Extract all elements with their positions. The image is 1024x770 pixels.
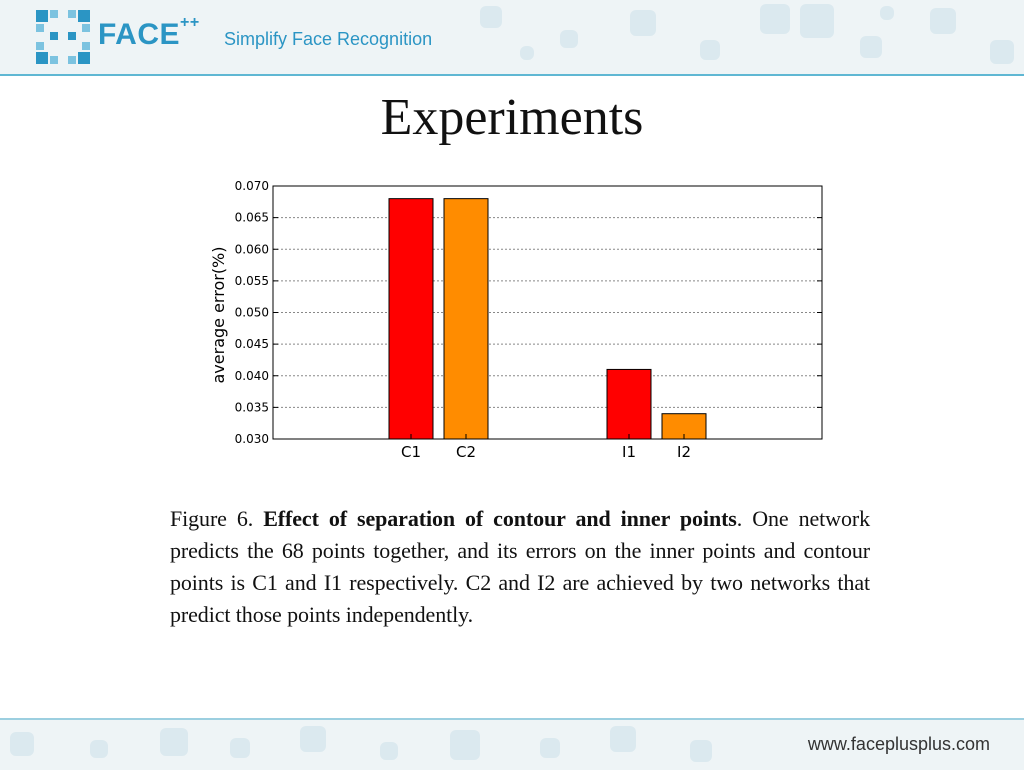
plot-frame (272, 185, 823, 440)
y-tick-label: 0.035 (235, 400, 269, 414)
face-logo-icon (36, 10, 90, 64)
y-tick-label: 0.050 (235, 306, 269, 320)
footer-band (0, 718, 1024, 770)
slide-title: Experiments (380, 89, 644, 146)
x-tick-label-c2: C2 (456, 443, 476, 461)
caption-body: . One network predicts the 68 points tog… (170, 506, 870, 627)
figure-caption: Figure 6. Effect of separation of contou… (170, 503, 870, 631)
x-tick-label-i1: I1 (622, 443, 636, 461)
y-tick-label: 0.060 (235, 242, 269, 256)
y-tick-label: 0.045 (235, 337, 269, 351)
bar-c1 (388, 198, 434, 440)
caption-prefix: Figure 6. (170, 506, 264, 531)
brand-tagline: Simplify Face Recognition (224, 29, 433, 49)
brand-logo-text: FACE++ (98, 14, 200, 52)
logo-text: FACE (98, 18, 181, 51)
y-tick-label: 0.040 (235, 369, 269, 383)
x-tick-label-c1: C1 (401, 443, 421, 461)
y-tick-label: 0.070 (235, 179, 269, 193)
y-tick-label: 0.065 (235, 211, 269, 225)
y-axis-label: average error(%) (209, 246, 228, 383)
bar-chart: 0.030 0.035 0.040 0.045 0.050 0.055 0.060 0.065… (209, 179, 823, 461)
x-tick-label-i2: I2 (677, 443, 691, 461)
header-band: FACE++ Simplify Face Recognition (0, 0, 1024, 76)
logo-superscript: ++ (180, 14, 200, 31)
bar-c2 (443, 198, 489, 440)
caption-bold-title: Effect of separation of contour and inne… (263, 506, 737, 531)
footer-website-link[interactable]: www.faceplusplus.com (807, 734, 990, 754)
y-tick-label: 0.030 (235, 432, 269, 446)
y-tick-label: 0.055 (235, 274, 269, 288)
bar-i1 (606, 368, 652, 440)
